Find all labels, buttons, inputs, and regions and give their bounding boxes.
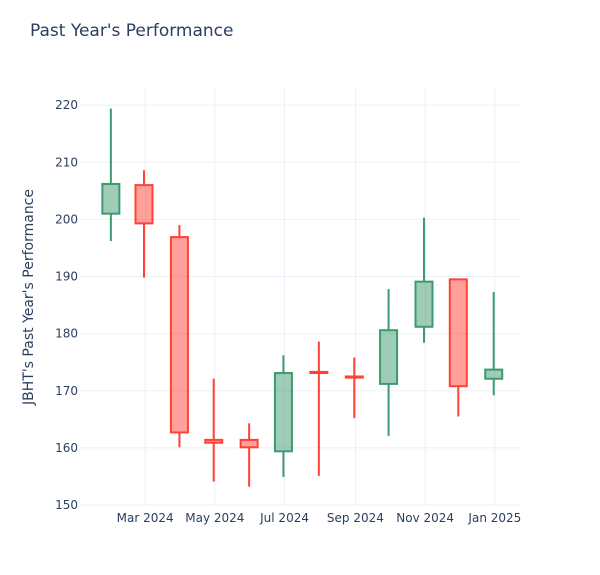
y-tick-label: 180: [55, 327, 78, 341]
y-tick-label: 210: [55, 155, 78, 169]
candle-decreasing: [134, 170, 154, 278]
x-axis-ticks: Mar 2024 May 2024 Jul 2024 Sep 2024 Nov 2024…: [117, 511, 522, 525]
candle-decreasing: [239, 423, 259, 487]
candle-increasing: [414, 217, 434, 343]
candle-body: [101, 182, 121, 215]
y-tick-label: 220: [55, 98, 78, 112]
candle-increasing: [273, 355, 293, 478]
candle-body: [134, 184, 154, 225]
candle-increasing: [484, 291, 504, 396]
y-tick-label: 200: [55, 212, 78, 226]
x-tick-label: Mar 2024: [117, 511, 174, 525]
candle-body: [309, 370, 329, 375]
candle-body: [169, 236, 189, 434]
y-tick-label: 160: [55, 441, 78, 455]
chart-title: Past Year's Performance: [30, 21, 234, 41]
candle-body: [379, 329, 399, 385]
candle-decreasing: [448, 278, 468, 417]
candle-body: [204, 438, 224, 444]
candle-body: [273, 372, 293, 453]
x-tick-label: Jan 2025: [467, 511, 521, 525]
candle-body: [414, 280, 434, 328]
candle-decreasing: [169, 225, 189, 448]
y-axis-ticks: 150 160 170 180 190 200 210 220: [55, 98, 78, 512]
candle-body: [344, 375, 364, 379]
candle-increasing: [101, 108, 121, 242]
x-tick-label: Jul 2024: [259, 511, 309, 525]
y-tick-label: 150: [55, 498, 78, 512]
y-tick-label: 190: [55, 270, 78, 284]
x-tick-label: Nov 2024: [396, 511, 454, 525]
candle-body: [484, 368, 504, 380]
candle-increasing: [379, 289, 399, 436]
y-tick-label: 170: [55, 384, 78, 398]
y-axis-title: JBHT's Past Year's Performance: [21, 189, 37, 406]
candle-decreasing: [344, 357, 364, 419]
candle-body: [448, 278, 468, 388]
candle-decreasing: [204, 378, 224, 482]
x-tick-label: May 2024: [185, 511, 244, 525]
candle-body: [239, 438, 259, 449]
x-tick-label: Sep 2024: [327, 511, 384, 525]
candle-decreasing: [309, 341, 329, 476]
candles: [101, 108, 504, 487]
